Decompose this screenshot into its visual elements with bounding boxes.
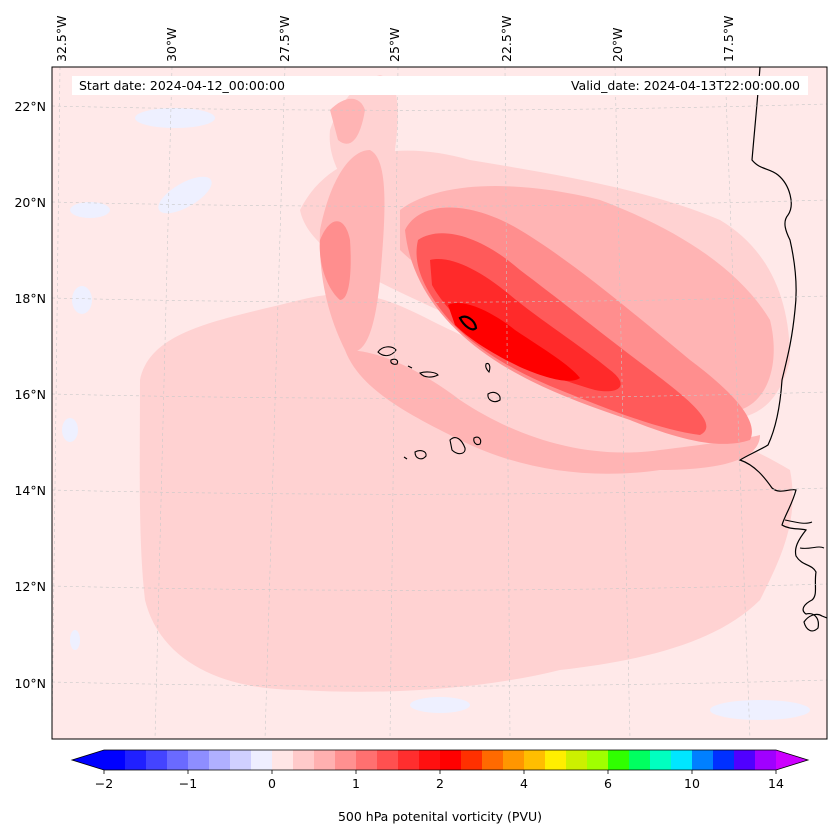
pv-negative-patches	[62, 108, 810, 720]
cape-verde-islands	[377, 315, 501, 460]
colorbar-tick-label: 14	[768, 776, 784, 791]
coastline-detail	[784, 519, 825, 549]
colorbar-tick-label: 4	[520, 776, 528, 791]
colorbar-cell	[608, 750, 630, 770]
colorbar-tick-label: 0	[268, 776, 276, 791]
colorbar-cell	[209, 750, 231, 770]
colorbar-tick-label: 1	[352, 776, 360, 791]
colorbar-cell	[125, 750, 147, 770]
colorbar-cell	[398, 750, 420, 770]
colorbar-tick-label: 10	[684, 776, 700, 791]
lat-label: 22°N	[14, 99, 46, 114]
map-panel	[52, 67, 827, 739]
title-band	[72, 76, 808, 95]
colorbar-cell	[314, 750, 336, 770]
lat-label: 18°N	[14, 291, 46, 306]
colorbar-cell	[482, 750, 504, 770]
colorbar-cell	[167, 750, 189, 770]
lon-label: 17.5°W	[721, 16, 736, 62]
colorbar-cell	[629, 750, 651, 770]
colorbar-cell	[566, 750, 588, 770]
colorbar-cell	[377, 750, 399, 770]
colorbar-cell	[524, 750, 546, 770]
colorbar-cell	[335, 750, 357, 770]
colorbar-cell	[692, 750, 714, 770]
colorbar-cell	[356, 750, 378, 770]
longitude-labels: 32.5°W 30°W 27.5°W 25°W 22.5°W 20°W 17.5…	[54, 16, 736, 62]
colorbar-cell	[104, 750, 126, 770]
colorbar-cell	[755, 750, 777, 770]
colorbar-cell	[293, 750, 315, 770]
start-date-label: Start date: 2024-04-12_00:00:00	[79, 78, 285, 93]
colorbar-cell	[671, 750, 693, 770]
colorbar-cell	[650, 750, 672, 770]
pv-level-6	[448, 302, 580, 381]
colorbar-cell	[440, 750, 462, 770]
latitude-labels: 22°N 20°N 18°N 16°N 14°N 12°N 10°N	[14, 99, 46, 691]
colorbar-cell	[587, 750, 609, 770]
valid-date-label: Valid_date: 2024-04-13T22:00:00.00	[571, 78, 800, 93]
colorbar-tick-label: 6	[604, 776, 612, 791]
colorbar-cell	[461, 750, 483, 770]
colorbar-cell	[734, 750, 756, 770]
colorbar-cell	[146, 750, 168, 770]
map-frame	[51, 66, 828, 740]
colorbar-tick-label: −2	[95, 776, 113, 791]
colorbar-ticks: −2 −1 0 1 2 4 6 10 14	[95, 770, 784, 791]
colorbar-cell	[503, 750, 525, 770]
map-gridlines	[52, 67, 827, 739]
colorbar-cell	[188, 750, 210, 770]
colorbar-cell	[545, 750, 567, 770]
lon-label: 27.5°W	[277, 16, 292, 62]
lon-label: 25°W	[387, 27, 402, 62]
colorbar-cells	[104, 750, 777, 770]
colorbar-cell	[272, 750, 294, 770]
lat-label: 16°N	[14, 387, 46, 402]
colorbar-cell	[419, 750, 441, 770]
lon-label: 32.5°W	[54, 16, 69, 62]
lat-label: 12°N	[14, 579, 46, 594]
colorbar-tick-label: −1	[179, 776, 197, 791]
lon-label: 30°W	[164, 27, 179, 62]
colorbar-tick-label: 2	[436, 776, 444, 791]
colorbar-cell	[251, 750, 273, 770]
colorbar-cell	[230, 750, 252, 770]
colorbar-extend-min	[72, 750, 104, 770]
pv-level-5	[430, 259, 621, 392]
lon-label: 20°W	[610, 27, 625, 62]
colorbar-label: 500 hPa potenital vorticity (PVU)	[338, 809, 542, 824]
colorbar-extend-max	[776, 750, 808, 770]
colorbar-cell	[713, 750, 735, 770]
colorbar: −2 −1 0 1 2 4 6 10 14 500 hPa potenital vorticit…	[70, 749, 810, 824]
lon-label: 22.5°W	[499, 16, 514, 62]
african-coastline	[738, 67, 827, 632]
lat-label: 10°N	[14, 676, 46, 691]
lat-label: 14°N	[14, 483, 46, 498]
lat-label: 20°N	[14, 195, 46, 210]
